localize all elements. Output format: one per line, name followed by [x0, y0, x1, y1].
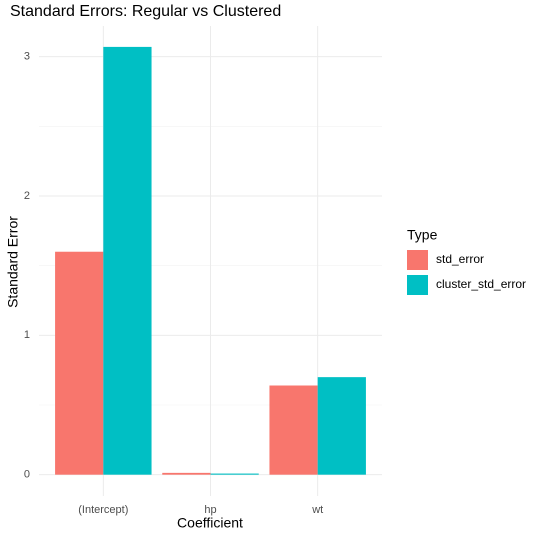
legend-label: std_error [436, 252, 484, 266]
bar [103, 46, 152, 475]
bar [210, 473, 259, 475]
bar [317, 377, 366, 475]
legend-key [407, 275, 428, 295]
legend-key [407, 250, 428, 270]
y-tick-label: 3 [24, 51, 30, 63]
chart-title: Standard Errors: Regular vs Clustered [10, 3, 281, 20]
bar [55, 251, 104, 475]
legend-label: cluster_std_error [436, 277, 526, 291]
bar [162, 472, 211, 475]
legend: Type std_error cluster_std_error [407, 227, 526, 295]
bars [55, 46, 366, 475]
y-axis-title: Standard Error [5, 216, 21, 308]
bar [269, 385, 318, 475]
x-tick-label: hp [204, 504, 216, 516]
y-tick-label: 0 [24, 469, 30, 481]
x-tick-label: wt [311, 504, 323, 516]
y-tick-label: 2 [24, 190, 30, 202]
legend-title: Type [407, 227, 438, 243]
x-tick-label: (Intercept) [78, 504, 128, 516]
y-tick-label: 1 [24, 329, 30, 341]
x-axis-title: Coefficient [177, 515, 243, 531]
